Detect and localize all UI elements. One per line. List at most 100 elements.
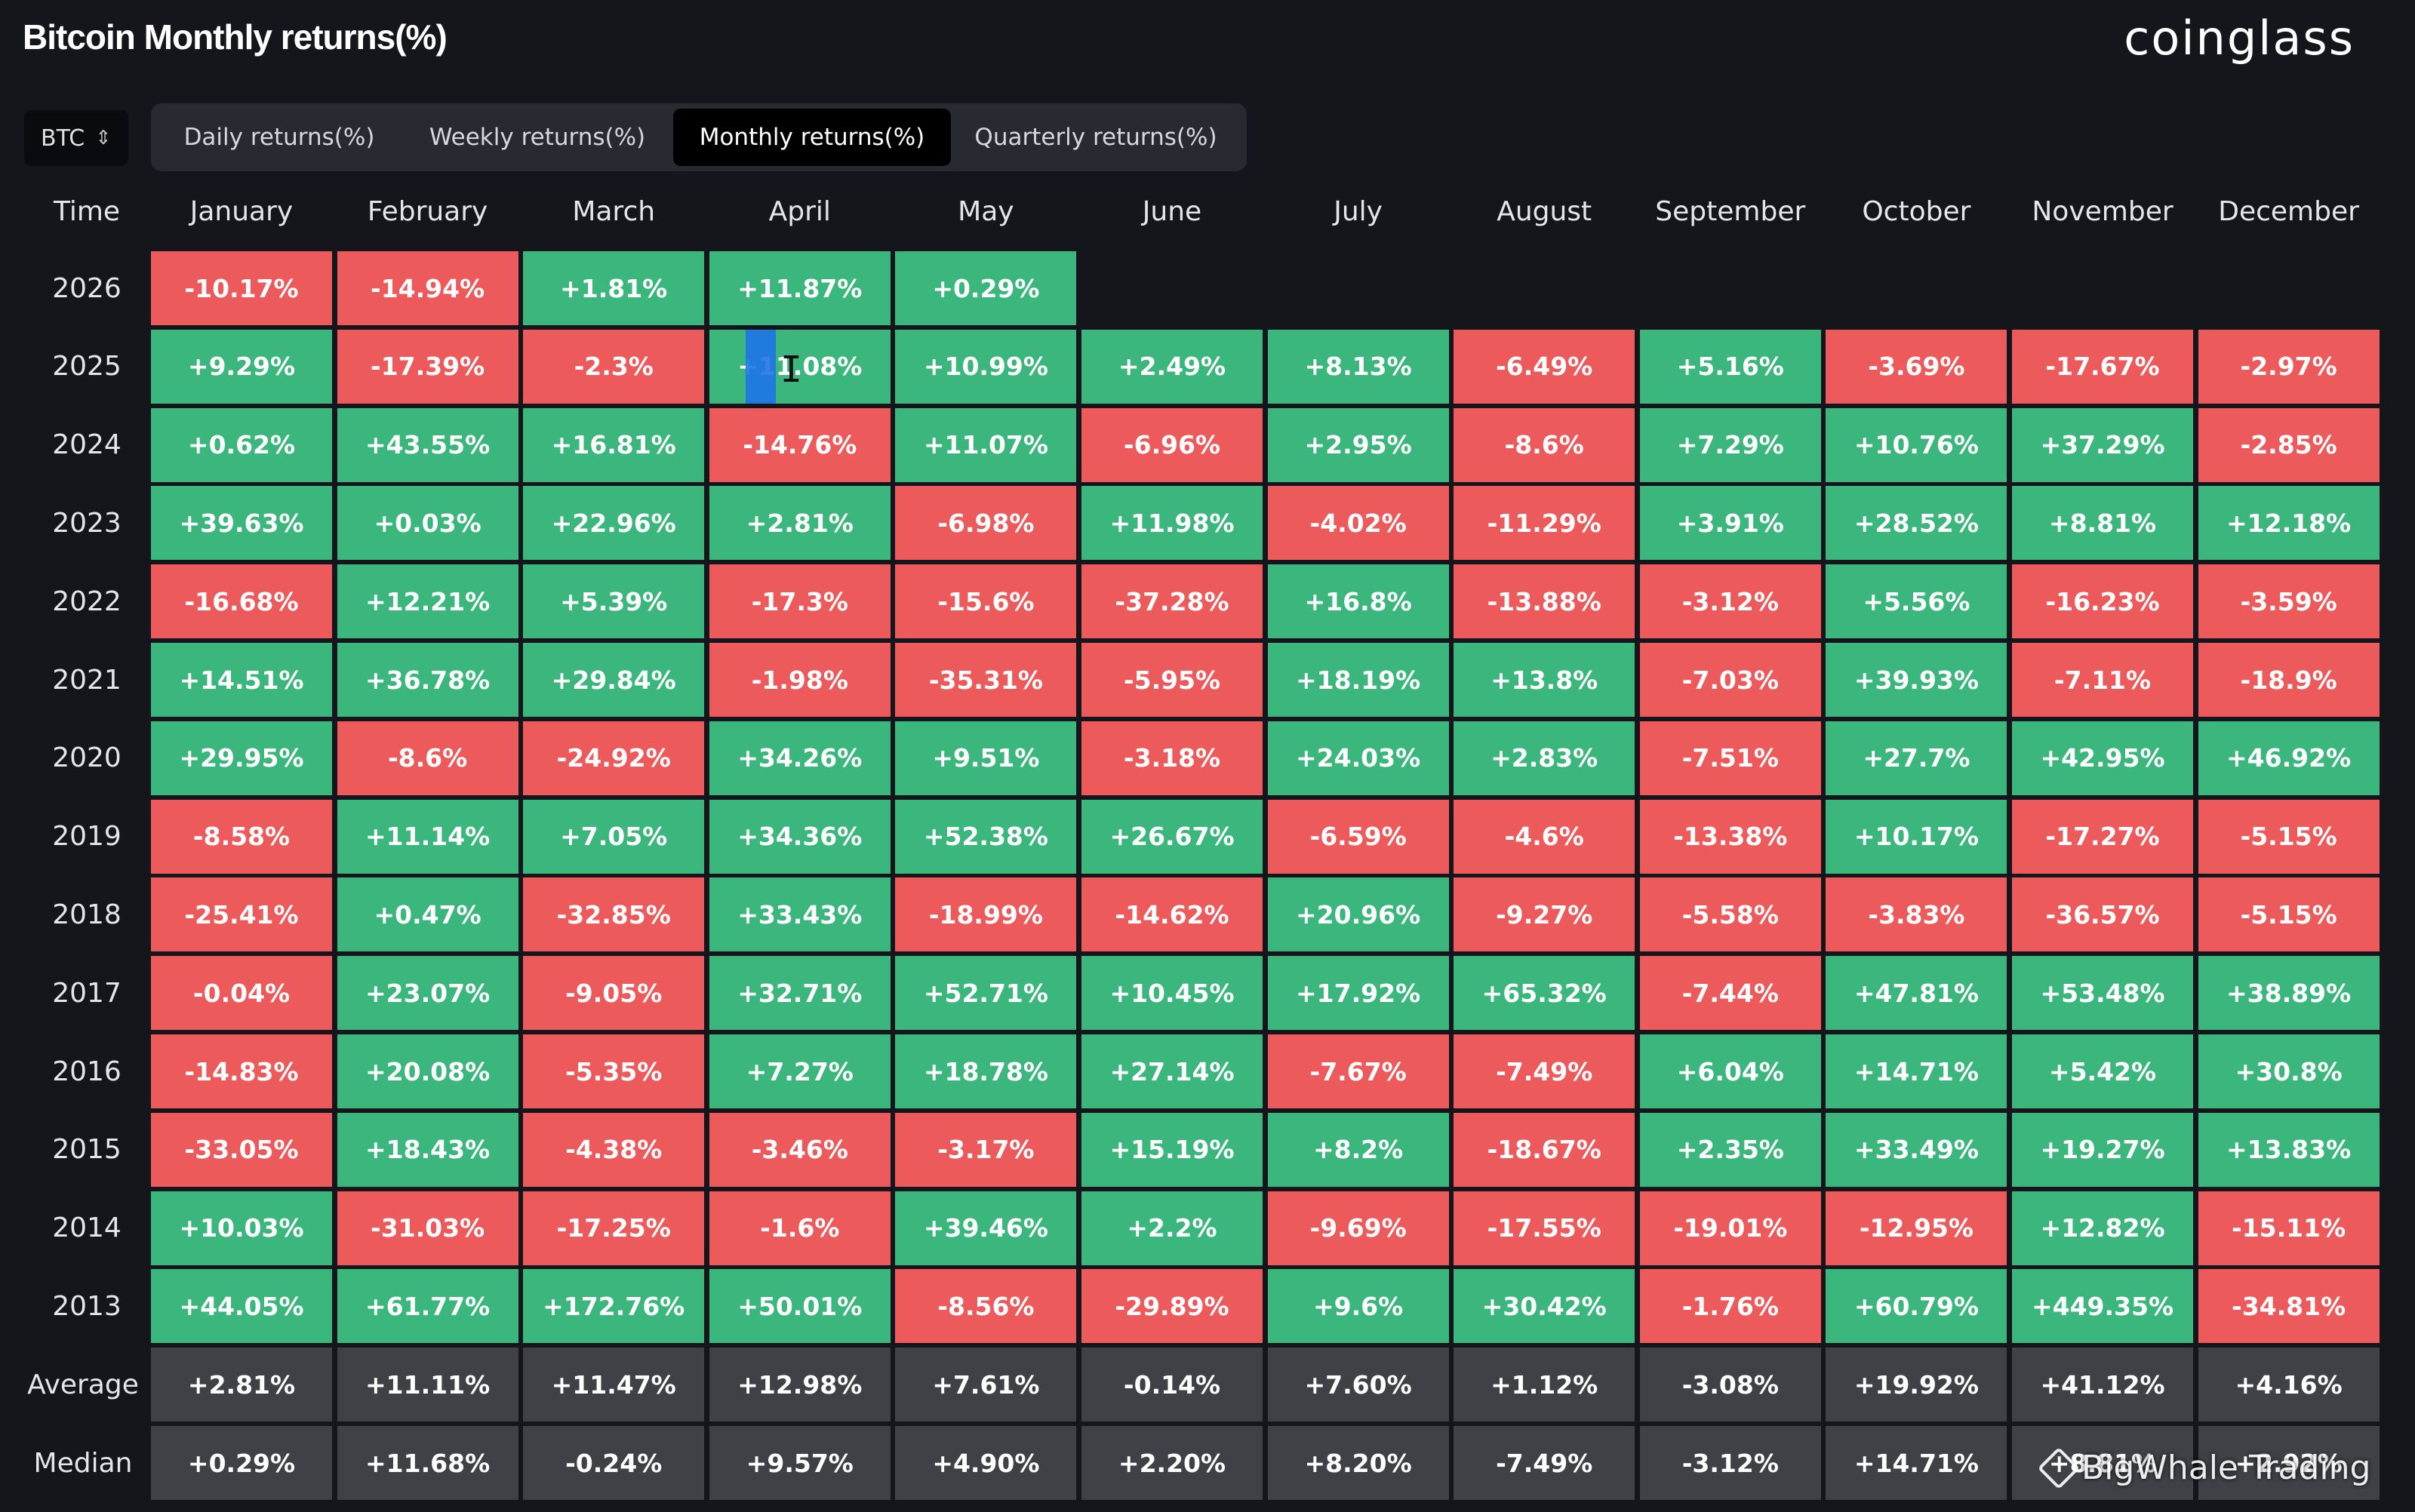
return-cell[interactable]: -17.39% [337,329,518,404]
return-cell[interactable]: +33.49% [1826,1112,2007,1187]
return-cell[interactable]: +42.95% [2012,721,2193,795]
return-cell[interactable]: -17.27% [2012,799,2193,874]
return-cell[interactable]: +13.83% [2198,1112,2380,1187]
return-cell[interactable]: -18.67% [1454,1112,1635,1187]
return-cell[interactable]: -17.3% [709,564,891,639]
return-cell[interactable]: -1.76% [1639,1269,1821,1344]
return-cell[interactable]: +23.07% [337,956,518,1031]
return-cell[interactable]: -9.69% [1267,1191,1449,1265]
return-cell[interactable]: +2.95% [1267,407,1449,482]
return-cell[interactable]: -4.38% [523,1112,705,1187]
return-cell[interactable]: +12.21% [337,564,518,639]
return-cell[interactable]: -17.25% [523,1191,705,1265]
return-cell[interactable]: +19.27% [2012,1112,2193,1187]
return-cell[interactable]: +52.71% [895,956,1077,1031]
return-cell[interactable]: -0.04% [151,956,332,1031]
return-cell[interactable]: -3.59% [2198,564,2380,639]
return-cell[interactable]: +6.04% [1639,1034,1821,1108]
return-cell[interactable]: +36.78% [337,643,518,717]
return-cell[interactable]: -14.83% [151,1034,332,1108]
return-cell[interactable]: -3.83% [1826,877,2007,952]
return-cell[interactable]: -16.68% [151,564,332,639]
return-cell[interactable]: +9.6% [1267,1269,1449,1344]
return-cell[interactable]: +33.43% [709,877,891,952]
return-cell[interactable]: -14.76% [709,407,891,482]
return-cell[interactable]: +172.76% [523,1269,705,1344]
return-cell[interactable]: +2.81% [709,486,891,561]
return-cell[interactable]: +34.36% [709,799,891,874]
return-cell[interactable]: -5.15% [2198,877,2380,952]
return-cell[interactable]: +5.16% [1639,329,1821,404]
return-cell[interactable]: +449.35% [2012,1269,2193,1344]
return-cell[interactable]: +11.14% [337,799,518,874]
return-cell[interactable]: +9.29% [151,329,332,404]
return-cell[interactable]: -5.35% [523,1034,705,1108]
return-cell[interactable]: +30.42% [1454,1269,1635,1344]
return-cell[interactable]: -37.28% [1081,564,1263,639]
return-cell[interactable]: +5.42% [2012,1034,2193,1108]
return-cell[interactable]: +28.52% [1826,486,2007,561]
return-cell[interactable]: +2.2% [1081,1191,1263,1265]
return-cell[interactable]: +10.76% [1826,407,2007,482]
return-cell[interactable]: +2.83% [1454,721,1635,795]
return-cell[interactable]: +47.81% [1826,956,2007,1031]
return-cell[interactable]: +38.89% [2198,956,2380,1031]
return-cell[interactable]: -9.05% [523,956,705,1031]
return-cell[interactable]: -15.11% [2198,1191,2380,1265]
return-cell[interactable]: -29.89% [1081,1269,1263,1344]
return-cell[interactable]: -24.92% [523,721,705,795]
return-cell[interactable]: -7.51% [1639,721,1821,795]
return-cell[interactable]: -3.18% [1081,721,1263,795]
return-cell[interactable]: -15.6% [895,564,1077,639]
return-cell[interactable]: -3.12% [1639,564,1821,639]
return-cell[interactable]: -12.95% [1826,1191,2007,1265]
return-cell[interactable]: +11.87% [709,251,891,325]
return-cell[interactable]: +46.92% [2198,721,2380,795]
return-cell[interactable]: -7.11% [2012,643,2193,717]
return-cell[interactable]: +61.77% [337,1269,518,1344]
return-cell[interactable]: -7.44% [1639,956,1821,1031]
return-cell[interactable]: +44.05% [151,1269,332,1344]
return-cell[interactable]: -13.38% [1639,799,1821,874]
return-cell[interactable]: +39.46% [895,1191,1077,1265]
return-cell[interactable]: +29.84% [523,643,705,717]
return-cell[interactable]: +5.39% [523,564,705,639]
return-cell[interactable]: +32.71% [709,956,891,1031]
return-cell[interactable]: -7.67% [1267,1034,1449,1108]
return-cell[interactable]: +11.98% [1081,486,1263,561]
return-cell[interactable]: +18.19% [1267,643,1449,717]
return-cell[interactable]: +11.07% [895,407,1077,482]
return-cell[interactable]: -2.85% [2198,407,2380,482]
return-cell[interactable]: +1.81% [523,251,705,325]
return-cell[interactable]: -8.6% [337,721,518,795]
return-cell[interactable]: -32.85% [523,877,705,952]
return-cell[interactable]: +14.71% [1826,1034,2007,1108]
return-cell[interactable]: -11.29% [1454,486,1635,561]
return-cell[interactable]: -19.01% [1639,1191,1821,1265]
return-cell[interactable]: +18.78% [895,1034,1077,1108]
return-cell[interactable]: -14.62% [1081,877,1263,952]
return-cell[interactable]: -3.46% [709,1112,891,1187]
return-cell[interactable]: -10.17% [151,251,332,325]
return-cell[interactable]: -1.6% [709,1191,891,1265]
return-cell[interactable]: +39.63% [151,486,332,561]
return-cell[interactable]: +34.26% [709,721,891,795]
return-cell[interactable]: -6.96% [1081,407,1263,482]
return-cell[interactable]: -31.03% [337,1191,518,1265]
return-cell[interactable]: +37.29% [2012,407,2193,482]
return-cell[interactable]: -14.94% [337,251,518,325]
return-cell[interactable]: +7.05% [523,799,705,874]
return-cell[interactable]: +9.51% [895,721,1077,795]
return-cell[interactable]: +50.01% [709,1269,891,1344]
return-cell[interactable]: +10.45% [1081,956,1263,1031]
return-cell[interactable]: +52.38% [895,799,1077,874]
return-cell[interactable]: -17.55% [1454,1191,1635,1265]
return-cell[interactable]: +26.67% [1081,799,1263,874]
return-cell[interactable]: -6.49% [1454,329,1635,404]
return-cell[interactable]: +22.96% [523,486,705,561]
return-cell[interactable]: +8.13% [1267,329,1449,404]
return-cell[interactable]: -8.56% [895,1269,1077,1344]
return-cell[interactable]: +43.55% [337,407,518,482]
return-cell[interactable]: -6.59% [1267,799,1449,874]
return-cell[interactable]: +29.95% [151,721,332,795]
